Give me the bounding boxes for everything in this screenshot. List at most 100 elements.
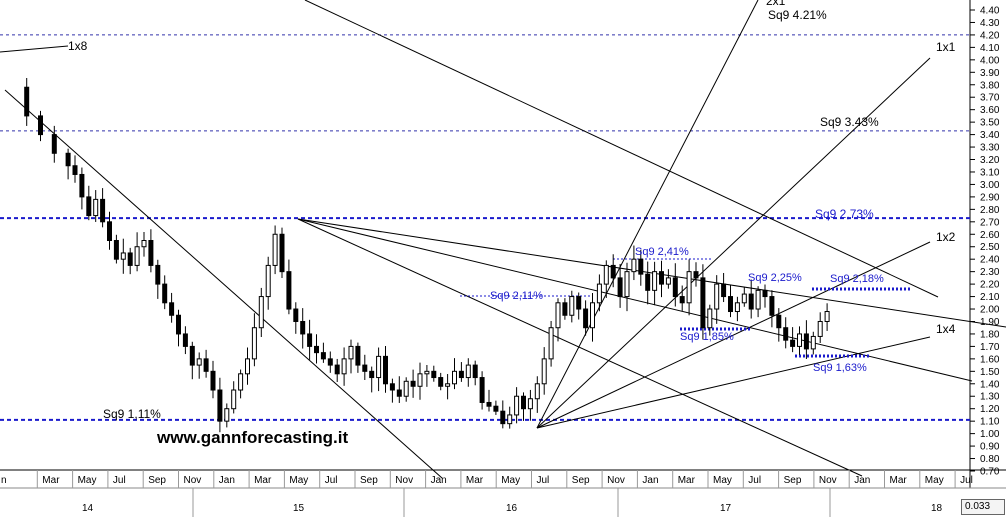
candle-body <box>176 314 181 335</box>
candle-body <box>810 335 816 350</box>
candle-body <box>307 333 313 347</box>
candle-body <box>714 283 720 310</box>
candle-body <box>127 252 133 266</box>
candle-body <box>348 345 354 360</box>
candle-body <box>686 271 692 304</box>
candle-body <box>783 327 789 341</box>
x-axis-months: n Mar May Jul Sep Nov Jan Mar May Jul Sep Nov Jan Mar… <box>1 470 973 488</box>
candle-body <box>514 395 520 416</box>
candle-body <box>610 264 616 279</box>
annotation-label: 1x4 <box>936 322 956 336</box>
month-label: n <box>1 475 7 486</box>
candle-body <box>583 308 589 329</box>
candle-body <box>169 302 175 316</box>
candle-body <box>769 296 775 316</box>
y-tick-label: 4.00 <box>980 55 1000 66</box>
candle-body <box>590 302 595 329</box>
y-tick-label: 1.40 <box>980 379 1000 390</box>
candle-body <box>320 352 326 360</box>
month-label: May <box>925 475 944 486</box>
annotation-label: Sq9 1,85% <box>680 331 734 343</box>
candle-body <box>700 277 706 329</box>
month-label: Mar <box>254 475 272 486</box>
candle-body <box>472 364 478 379</box>
candle-body <box>38 115 43 136</box>
gann-line <box>297 218 973 382</box>
gann-line <box>297 218 863 477</box>
month-label: Nov <box>607 475 625 486</box>
month-label: Mar <box>890 475 908 486</box>
candle-body <box>300 320 306 335</box>
year-label: 16 <box>506 503 518 514</box>
month-label: May <box>501 475 520 486</box>
y-tick-label: 3.30 <box>980 143 1000 154</box>
gann-line <box>536 241 931 429</box>
candle-body <box>679 296 685 304</box>
candle-body <box>279 233 285 273</box>
gann-line <box>297 218 1006 328</box>
month-label: Sep <box>572 475 590 486</box>
candle-body <box>134 246 140 266</box>
y-tick-label: 1.30 <box>980 392 1000 403</box>
annotation-label: 1x2 <box>936 230 956 244</box>
candle-body <box>245 358 250 375</box>
month-label: Nov <box>184 475 202 486</box>
candle-body <box>721 283 727 298</box>
gann-line <box>536 336 931 429</box>
y-tick-label: 2.40 <box>980 255 1000 266</box>
candle-body <box>672 277 678 298</box>
annotation-label: 1x1 <box>936 40 956 54</box>
candle-body <box>631 258 637 273</box>
candle-body <box>748 293 754 310</box>
annotation-label: Sq9 2,18% <box>830 273 884 285</box>
annotation-label: 1x8 <box>68 39 88 53</box>
candle-body <box>596 283 602 304</box>
candle-body <box>776 314 782 329</box>
month-label: May <box>289 475 308 486</box>
candle-body <box>617 277 623 298</box>
candle-body <box>369 370 375 379</box>
candle-body <box>86 196 92 217</box>
candle-body <box>120 252 126 260</box>
candle-body <box>327 358 333 366</box>
candle-body <box>431 370 437 379</box>
candle-body <box>272 233 278 266</box>
watermark: www.gannforecasting.it <box>156 428 348 447</box>
candle-body <box>762 289 768 298</box>
candle-body <box>203 358 209 372</box>
candle-body <box>458 370 464 379</box>
y-tick-label: 1.10 <box>980 417 1000 428</box>
gann-angle-lines <box>0 0 1006 479</box>
y-tick-label: 3.00 <box>980 180 1000 191</box>
candle-body <box>576 296 582 310</box>
candle-body <box>24 86 30 117</box>
y-tick-label: 1.90 <box>980 317 1000 328</box>
candle-body <box>741 293 747 304</box>
gann-line <box>304 0 939 298</box>
candle-body <box>265 264 271 298</box>
candle-body <box>403 380 409 397</box>
candle-body <box>93 198 99 217</box>
month-label: Mar <box>466 475 484 486</box>
candle-body <box>396 389 402 397</box>
y-tick-label: 3.70 <box>980 93 1000 104</box>
candle-body <box>424 370 430 375</box>
candle-body <box>562 302 568 316</box>
cursor-value-box: 0.033 <box>961 499 1005 515</box>
y-tick-label: 1.60 <box>980 354 1000 365</box>
candle-body <box>72 165 78 175</box>
y-tick-label: 1.50 <box>980 367 1000 378</box>
candle-body <box>65 152 71 167</box>
annotation-label: Sq9 2,11% <box>490 290 543 302</box>
y-tick-label: 0.70 <box>980 467 1000 478</box>
candle-body <box>790 339 796 347</box>
candle-body <box>824 311 830 322</box>
y-tick-label: 3.90 <box>980 68 1000 79</box>
y-tick-label: 2.80 <box>980 205 1000 216</box>
candle-body <box>148 240 154 266</box>
month-label: Jan <box>642 475 658 486</box>
y-tick-label: 3.50 <box>980 118 1000 129</box>
candle-body <box>314 345 319 354</box>
month-label: Jul <box>113 475 126 486</box>
